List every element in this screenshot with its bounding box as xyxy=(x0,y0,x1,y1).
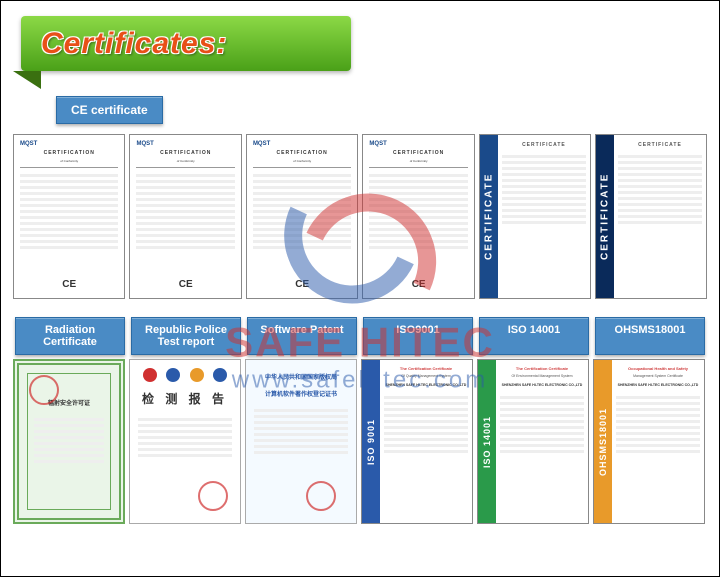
cert-body xyxy=(136,171,234,251)
ce-mark-icon: CE xyxy=(412,279,426,290)
vert-cert-2: CERTIFICATE CERTIFICATE xyxy=(595,134,707,299)
radiation-certificate: 辐射安全许可证 xyxy=(13,359,125,524)
iso-subtitle: Of Quality Management System xyxy=(384,374,468,379)
cert-subtitle: of Conformity xyxy=(369,159,467,163)
iso-org: SHENZHEN SAFE HI-TEC ELECTRONIC CO.,LTD xyxy=(616,383,700,388)
iso14001-certificate: ISO 14001 The Certification Certificate … xyxy=(477,359,589,524)
row2-documents: 辐射安全许可证 检 测 报 告 中华人民共和国国家版权局 计算机软件著作权登记证… xyxy=(13,359,707,524)
row2-tabs: Radiation Certificate Republic Police Te… xyxy=(15,317,705,355)
cert-title: CERTIFICATE xyxy=(502,141,586,149)
tab-ohsms: OHSMS18001 xyxy=(595,317,705,355)
iso-title: Occupational Health and Safety xyxy=(616,366,700,372)
ce-mark-icon: CE xyxy=(179,279,193,290)
logo-icon xyxy=(190,368,204,382)
tab-iso14001: ISO 14001 xyxy=(479,317,589,355)
cert-subtitle: of Conformity xyxy=(253,159,351,163)
tab-police: Republic Police Test report xyxy=(131,317,241,355)
iso-title: The Certification Certificate xyxy=(500,366,584,372)
cert-title: CERTIFICATE xyxy=(618,141,702,149)
iso-spine: ISO 14001 xyxy=(478,360,496,523)
iso-spine: OHSMS18001 xyxy=(594,360,612,523)
vert-cert-1: CERTIFICATE CERTIFICATE xyxy=(479,134,591,299)
iso-spine: ISO 9001 xyxy=(362,360,380,523)
cert-title: CERTIFICATION xyxy=(253,150,351,156)
police-title: 检 测 报 告 xyxy=(138,390,232,407)
ce-cert-4: MQST CERTIFICATION of Conformity CE xyxy=(362,134,474,299)
cert-body: CERTIFICATE xyxy=(614,135,706,298)
ce-certificate-tab: CE certificate xyxy=(56,96,163,124)
cert-body: Occupational Health and Safety Managemen… xyxy=(612,360,704,523)
ce-cert-1: MQST CERTIFICATION of Conformity CE xyxy=(13,134,125,299)
cert-title: CERTIFICATION xyxy=(20,150,118,156)
cert-brand: MQST xyxy=(20,141,118,147)
software-patent: 中华人民共和国国家版权局 计算机软件著作权登记证书 xyxy=(245,359,357,524)
cert-body xyxy=(253,171,351,251)
seal-icon xyxy=(29,375,59,405)
iso-subtitle: Of Environmental Management System xyxy=(500,374,584,379)
tab-patent: Software Patent xyxy=(247,317,357,355)
seal-icon xyxy=(198,481,228,511)
police-logos xyxy=(138,368,232,382)
cert-brand: MQST xyxy=(369,141,467,147)
cert-title: CERTIFICATION xyxy=(369,150,467,156)
iso9001-certificate: ISO 9001 The Certification Certificate O… xyxy=(361,359,473,524)
patent-title2: 计算机软件著作权登记证书 xyxy=(254,389,348,398)
cert-body: The Certification Certificate Of Environ… xyxy=(496,360,588,523)
logo-icon xyxy=(143,368,157,382)
ce-certificate-row: MQST CERTIFICATION of Conformity CE MQST… xyxy=(13,134,707,299)
cert-brand: MQST xyxy=(136,141,234,147)
ce-cert-3: MQST CERTIFICATION of Conformity CE xyxy=(246,134,358,299)
ce-mark-icon: CE xyxy=(62,279,76,290)
patent-title1: 中华人民共和国国家版权局 xyxy=(254,372,348,381)
seal-icon xyxy=(306,481,336,511)
iso-subtitle: Management System Certificate xyxy=(616,374,700,379)
header-ribbon: Certificates: xyxy=(21,16,351,71)
iso-org: SHENZHEN SAFE HI-TEC ELECTRONIC CO.,LTD xyxy=(384,383,468,388)
police-report: 检 测 报 告 xyxy=(129,359,241,524)
header-title: Certificates: xyxy=(41,27,227,61)
cert-brand: MQST xyxy=(253,141,351,147)
iso-title: The Certification Certificate xyxy=(384,366,468,372)
cert-spine: CERTIFICATE xyxy=(596,135,614,298)
cert-spine: CERTIFICATE xyxy=(480,135,498,298)
ce-mark-icon: CE xyxy=(295,279,309,290)
cert-body xyxy=(20,171,118,251)
logo-icon xyxy=(166,368,180,382)
tab-radiation: Radiation Certificate xyxy=(15,317,125,355)
cert-body: CERTIFICATE xyxy=(498,135,590,298)
cert-title: CERTIFICATION xyxy=(136,150,234,156)
cert-subtitle: of Conformity xyxy=(136,159,234,163)
iso-org: SHENZHEN SAFE HI-TEC ELECTRONIC CO.,LTD xyxy=(500,383,584,388)
tab-iso9001: ISO9001 xyxy=(363,317,473,355)
cert-subtitle: of Conformity xyxy=(20,159,118,163)
cert-body: The Certification Certificate Of Quality… xyxy=(380,360,472,523)
ohsms-certificate: OHSMS18001 Occupational Health and Safet… xyxy=(593,359,705,524)
ce-cert-2: MQST CERTIFICATION of Conformity CE xyxy=(129,134,241,299)
cert-body xyxy=(369,171,467,251)
logo-icon xyxy=(213,368,227,382)
